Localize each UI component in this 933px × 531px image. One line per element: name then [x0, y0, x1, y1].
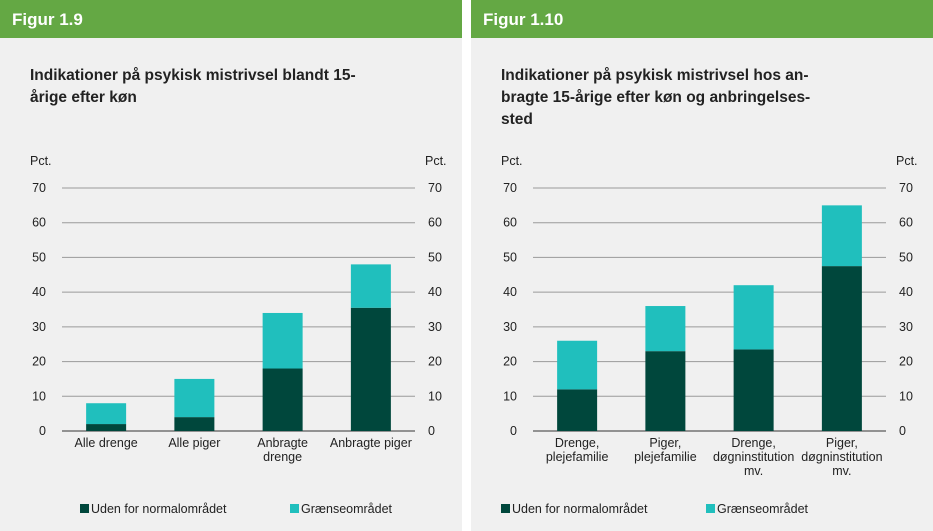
bar-segment: [86, 424, 127, 431]
bar-segment: [262, 312, 303, 369]
legend-swatch: [290, 504, 299, 513]
y2-tick-label: 0: [899, 424, 906, 438]
bar-segment: [733, 285, 774, 350]
x-tick-label: Anbragte piger: [330, 436, 412, 450]
y2-tick-label: 0: [428, 424, 435, 438]
chart-title: Indikationer på psykisk mistrivsel hos a…: [501, 67, 810, 128]
bar-segment: [733, 349, 774, 431]
y-tick-label: 10: [32, 389, 46, 403]
x-tick-label: Piger, plejefamilie: [634, 436, 697, 464]
y2-tick-label: 20: [899, 355, 913, 369]
y2-tick-label: 70: [428, 181, 442, 195]
y2-tick-label: 10: [899, 389, 913, 403]
y2-tick-label: 30: [428, 320, 442, 334]
panel: Figur 1.10 Indikationer på psykisk mistri…: [471, 0, 933, 531]
y2-tick-label: 60: [428, 216, 442, 230]
y2-tick-label: 70: [899, 181, 913, 195]
bar-segment: [645, 351, 686, 431]
y2-tick-label: 50: [899, 250, 913, 264]
y-tick-label: 50: [32, 250, 46, 264]
legend-swatch: [706, 504, 715, 513]
y-tick-label: 70: [503, 181, 517, 195]
y-tick-label: 30: [503, 320, 517, 334]
y-tick-label: 40: [32, 285, 46, 299]
legend-swatch: [501, 504, 510, 513]
y-tick-label: 20: [32, 355, 46, 369]
x-tick-label: Piger, døgninstitution mv.: [801, 436, 882, 478]
y2-tick-label: 20: [428, 355, 442, 369]
y-axis-label: Pct.: [501, 154, 523, 168]
header-bar: [0, 0, 462, 38]
figure-label: Figur 1.10: [483, 10, 563, 29]
y-tick-label: 60: [32, 216, 46, 230]
x-tick-label: Alle piger: [168, 436, 220, 450]
bar-segment: [821, 266, 862, 431]
y2-tick-label: 50: [428, 250, 442, 264]
y2-tick-label: 40: [428, 285, 442, 299]
x-tick-label: Drenge, døgninstitution mv.: [713, 436, 794, 478]
y2-axis-label: Pct.: [896, 154, 918, 168]
y2-tick-label: 30: [899, 320, 913, 334]
legend-label: Uden for normalområdet: [512, 502, 648, 516]
bar-segment: [557, 340, 598, 390]
y-tick-label: 0: [39, 424, 46, 438]
x-tick-label: Alle drenge: [75, 436, 138, 450]
bar-segment: [262, 368, 303, 431]
y-tick-label: 50: [503, 250, 517, 264]
y-axis-label: Pct.: [30, 154, 52, 168]
figure-label: Figur 1.9: [12, 10, 83, 29]
y-tick-label: 20: [503, 355, 517, 369]
bar-segment: [821, 205, 862, 267]
x-tick-label: Anbragte drenge: [257, 436, 308, 464]
legend-swatch: [80, 504, 89, 513]
y2-axis-label: Pct.: [425, 154, 447, 168]
bar-segment: [174, 378, 215, 418]
legend-label: Grænseområdet: [301, 502, 393, 516]
chart-title: Indikationer på psykisk mistrivsel bland…: [30, 67, 356, 106]
x-tick-label: Drenge, plejefamilie: [546, 436, 609, 464]
bar-segment: [557, 389, 598, 431]
y2-tick-label: 10: [428, 389, 442, 403]
y-tick-label: 30: [32, 320, 46, 334]
legend-label: Grænseområdet: [717, 502, 809, 516]
header-bar: [471, 0, 933, 38]
panel: Figur 1.9 Indikationer på psykisk mistriv…: [0, 0, 462, 531]
bar-segment: [350, 264, 391, 308]
bar-segment: [86, 403, 127, 425]
bar-segment: [174, 417, 215, 431]
y-tick-label: 0: [510, 424, 517, 438]
y-tick-label: 70: [32, 181, 46, 195]
y2-tick-label: 40: [899, 285, 913, 299]
y-tick-label: 60: [503, 216, 517, 230]
y-tick-label: 40: [503, 285, 517, 299]
legend-label: Uden for normalområdet: [91, 502, 227, 516]
y2-tick-label: 60: [899, 216, 913, 230]
bar-segment: [350, 307, 391, 431]
y-tick-label: 10: [503, 389, 517, 403]
bar-segment: [645, 306, 686, 352]
